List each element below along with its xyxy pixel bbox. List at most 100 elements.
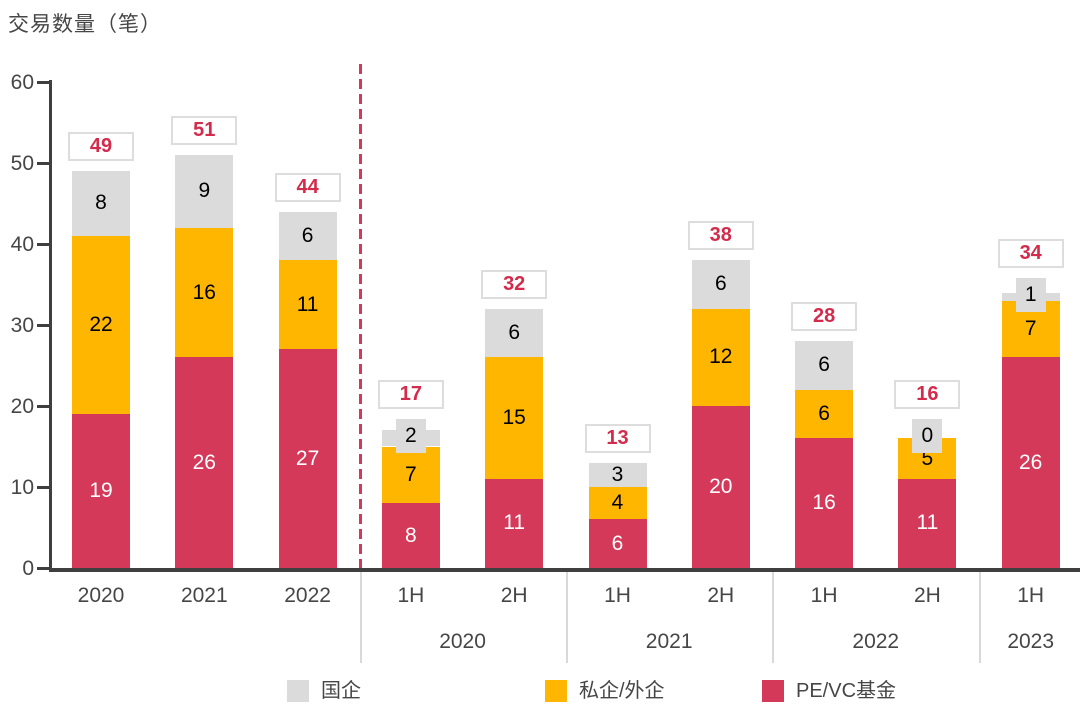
bar-segment-private_foreign	[175, 227, 234, 358]
y-axis-tick-label: 0	[22, 557, 34, 580]
y-axis-tick-mark	[37, 324, 49, 327]
bar-segment-private_foreign	[588, 487, 647, 520]
y-axis-tick-mark	[37, 486, 49, 489]
bar-segment-pevc	[72, 414, 130, 568]
segment-value-badge: 2	[395, 419, 426, 454]
bar-segment-pevc	[278, 349, 337, 568]
y-axis-tick-label: 30	[10, 314, 34, 337]
segment-value-label: 27	[295, 446, 320, 470]
x-axis-group-separator	[565, 572, 568, 663]
segment-value-label: 15	[502, 406, 526, 430]
segment-value-label: 11	[503, 511, 526, 535]
total-value-box: 38	[687, 221, 754, 251]
bar-segment-pevc	[795, 438, 854, 568]
bar-segment-private_foreign	[381, 446, 440, 504]
x-axis-category-label: 2H	[500, 584, 528, 607]
segment-value-badge: 1	[1015, 277, 1046, 312]
legend-swatch-icon	[287, 680, 309, 702]
segment-value-label: 11	[916, 511, 939, 535]
legend-item: 私企/外企	[545, 680, 665, 702]
chart-title: 交易数量（笔）	[8, 13, 162, 36]
legend-label: PE/VC基金	[796, 680, 897, 702]
segment-value-badge: 0	[912, 419, 943, 454]
legend-label: 国企	[321, 680, 361, 702]
segment-value-label: 12	[709, 345, 733, 369]
bar-segment-soe	[485, 308, 544, 358]
bar-segment-pevc	[175, 357, 234, 568]
segment-value-label: 8	[95, 191, 107, 215]
y-axis-tick-mark	[37, 81, 49, 84]
total-value-box: 49	[68, 132, 134, 162]
x-axis-category-label: 1H	[604, 584, 631, 607]
bar-segment-private_foreign	[795, 389, 854, 439]
bar-segment-pevc	[588, 519, 647, 568]
y-axis-tick-mark	[37, 567, 49, 570]
segment-value-label: 22	[89, 312, 113, 336]
annual-halfyear-divider-line	[359, 64, 362, 568]
segment-value-label: 6	[818, 353, 830, 377]
bar-segment-pevc	[381, 503, 440, 568]
segment-value-label: 6	[508, 321, 521, 345]
total-value-box: 51	[171, 115, 238, 145]
x-axis-line	[49, 568, 1080, 572]
bar-segment-private_foreign	[485, 357, 544, 479]
x-axis-group-label: 2021	[645, 630, 693, 653]
x-axis-group-label: 2022	[852, 630, 900, 653]
total-value-box: 16	[894, 380, 961, 410]
bar-segment-private_foreign	[691, 308, 750, 406]
bar-segment-pevc	[898, 478, 957, 568]
legend-swatch-icon	[545, 680, 567, 702]
x-axis-category-label: 1H	[810, 584, 838, 607]
total-value-box: 44	[274, 172, 341, 202]
x-axis-group-separator	[772, 572, 775, 663]
segment-value-label: 19	[89, 479, 113, 503]
segment-value-label: 6	[611, 531, 624, 555]
segment-value-label: 4	[611, 491, 624, 515]
segment-value-label: 6	[301, 223, 314, 247]
y-axis-tick-label: 60	[10, 71, 34, 94]
segment-value-label: 3	[611, 462, 624, 486]
bar-segment-pevc	[1001, 357, 1060, 568]
x-axis-group-separator	[979, 572, 982, 663]
segment-value-label: 16	[812, 491, 836, 515]
bar-segment-soe	[175, 154, 234, 228]
y-axis-tick-label: 50	[10, 152, 34, 175]
x-axis-group-label: 2023	[1007, 630, 1055, 653]
x-axis-category-label: 2020	[77, 584, 125, 607]
bar-segment-soe	[72, 171, 130, 236]
x-axis-category-label: 2022	[284, 584, 331, 607]
segment-value-label: 9	[198, 179, 211, 203]
x-axis-group-separator	[360, 572, 362, 663]
bar-segment-soe	[588, 462, 647, 487]
x-axis-category-label: 2H	[707, 584, 735, 607]
segment-value-label: 26	[1019, 450, 1043, 474]
legend-swatch-icon	[762, 680, 784, 702]
segment-value-label: 7	[405, 462, 417, 486]
total-value-box: 34	[997, 238, 1064, 268]
segment-value-label: 26	[192, 450, 216, 474]
bar-segment-private_foreign	[72, 235, 130, 415]
y-axis-tick-label: 20	[10, 395, 34, 418]
segment-value-label: 6	[818, 402, 830, 426]
bar-segment-pevc	[485, 478, 544, 568]
total-value-box: 17	[377, 380, 444, 410]
y-axis-line	[49, 80, 52, 570]
legend-item: PE/VC基金	[762, 680, 896, 702]
segment-value-label: 7	[1024, 317, 1037, 341]
bar-segment-soe	[691, 260, 750, 309]
bar-segment-soe	[795, 341, 854, 390]
bar-segment-soe	[278, 211, 337, 261]
legend-label: 私企/外企	[579, 680, 665, 702]
total-value-box: 32	[481, 269, 548, 299]
y-axis-tick-mark	[37, 162, 49, 165]
segment-value-label: 16	[192, 280, 216, 304]
y-axis-tick-label: 10	[10, 476, 34, 499]
segment-value-label: 8	[405, 523, 417, 547]
y-axis-tick-mark	[37, 243, 49, 246]
total-value-box: 13	[584, 423, 651, 453]
x-axis-category-label: 1H	[397, 584, 425, 607]
legend-item: 国企	[287, 680, 361, 702]
x-axis-category-label: 1H	[1017, 584, 1045, 607]
bar-segment-pevc	[691, 406, 750, 568]
